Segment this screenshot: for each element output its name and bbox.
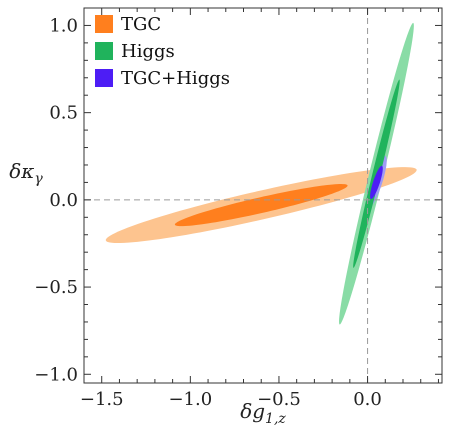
x-tick-label: −1.5 (80, 389, 124, 410)
ticks: −1.5 −1.0 −0.5 0.0−1.0−0.50.00.51.0 (34, 7, 442, 410)
legend-label-higgs: Higgs (121, 41, 175, 62)
x-axis-label: δg1,z (240, 399, 286, 427)
legend-swatch-tgc (95, 15, 113, 33)
x-tick-label: −0.5 (257, 389, 301, 410)
x-tick-label: −1.0 (168, 389, 212, 410)
regions-layer (105, 22, 417, 325)
reference-lines (84, 8, 442, 383)
y-tick-label: −1.0 (34, 364, 78, 385)
y-axis-label: δκγ (9, 159, 43, 187)
legend-label-tgc: TGC (121, 14, 161, 35)
y-tick-label: 1.0 (49, 15, 78, 36)
y-tick-label: 0.0 (49, 190, 78, 211)
y-tick-label: 0.5 (49, 103, 78, 124)
legend: TGC Higgs TGC+Higgs (95, 14, 230, 89)
plot-frame (83, 7, 443, 384)
y-tick-label: −0.5 (34, 277, 78, 298)
x-tick-label: 0.0 (353, 389, 382, 410)
tgc-higgs-inner-region (370, 165, 383, 200)
tgc-inner-region (174, 184, 348, 227)
legend-swatch-higgs (95, 42, 113, 60)
legend-swatch-tgc-higgs (95, 69, 113, 87)
legend-label-tgc-higgs: TGC+Higgs (121, 68, 230, 89)
